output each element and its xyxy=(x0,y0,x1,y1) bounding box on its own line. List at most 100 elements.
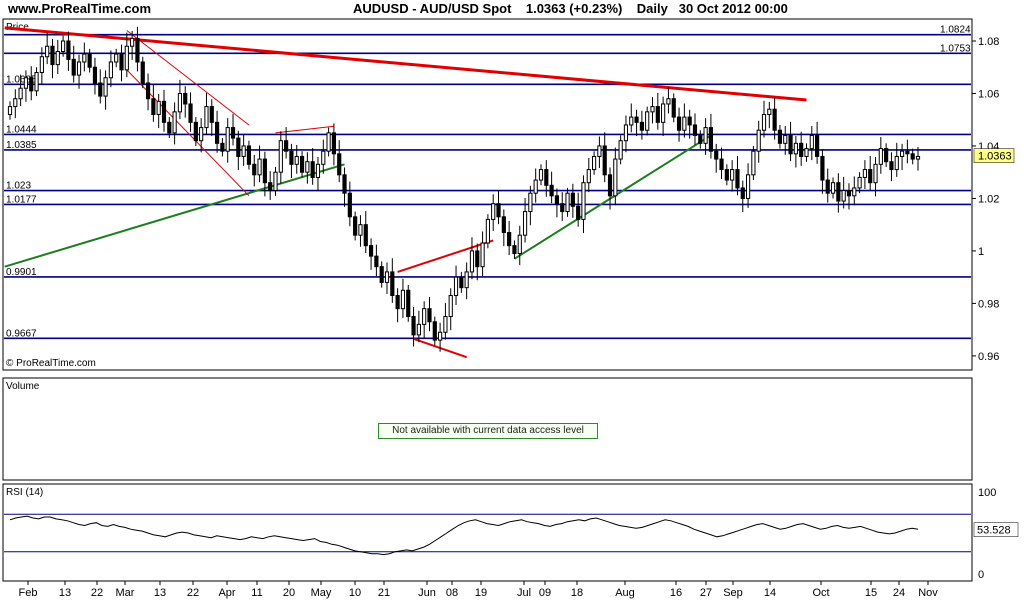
x-tick-label-0: Feb xyxy=(19,587,38,599)
candle xyxy=(825,168,830,203)
candle-body xyxy=(692,124,698,136)
candle-body xyxy=(480,242,485,268)
candle-body xyxy=(358,224,363,236)
x-tick-label-24: 15 xyxy=(865,587,877,599)
candle xyxy=(868,155,873,191)
candle xyxy=(873,156,878,197)
candle-body xyxy=(390,271,395,297)
candle xyxy=(342,167,347,207)
candle xyxy=(618,135,623,165)
candle xyxy=(846,183,852,210)
x-tick-label-9: May xyxy=(311,587,332,599)
candle xyxy=(592,151,597,175)
candle-body xyxy=(549,184,554,197)
candle-body xyxy=(310,161,315,178)
candle xyxy=(661,96,666,136)
candle-body xyxy=(687,116,692,126)
candle-body xyxy=(50,45,55,66)
candle xyxy=(475,243,480,281)
candle-body xyxy=(225,127,230,152)
candle xyxy=(570,183,575,218)
candle xyxy=(597,136,602,168)
candle-body xyxy=(645,111,650,131)
candle-body xyxy=(71,58,76,76)
volume-panel-frame xyxy=(2,377,973,481)
y-tick-label-6: 1.08 xyxy=(978,36,999,48)
candle xyxy=(103,70,108,110)
candle xyxy=(422,301,427,339)
x-tick-label-5: 22 xyxy=(187,587,199,599)
candle-body xyxy=(485,218,490,244)
volume-notice: Not available with current data access l… xyxy=(378,423,598,439)
candle xyxy=(491,194,496,231)
candle xyxy=(639,110,644,140)
candle xyxy=(225,118,230,163)
candle-body xyxy=(809,134,814,150)
x-tick-label-4: 13 xyxy=(154,587,166,599)
channel-upper xyxy=(126,30,250,126)
candle xyxy=(432,316,437,346)
candle-body xyxy=(45,45,50,58)
candle xyxy=(501,209,506,247)
candle xyxy=(730,160,735,192)
candle-body xyxy=(448,295,453,318)
candle xyxy=(857,172,862,194)
candle-body xyxy=(592,155,597,171)
rsi-panel-frame xyxy=(2,483,973,582)
candle-body xyxy=(868,169,873,184)
candle xyxy=(262,151,267,197)
candle xyxy=(485,214,490,249)
candle-body xyxy=(331,132,336,155)
x-tick-label-16: 09 xyxy=(539,587,551,599)
candle-body xyxy=(878,148,883,165)
candle-body xyxy=(597,145,602,157)
candle xyxy=(613,147,618,206)
level-label-3: 1.0444 xyxy=(6,124,37,135)
candle xyxy=(799,131,804,166)
date-x-axis: Feb 13 22 Mar 13 22 Apr 11 20 May 10 21 Jun 08 19 Jul 09… xyxy=(19,581,938,599)
candle xyxy=(740,180,745,213)
candle xyxy=(464,262,469,300)
candle-body xyxy=(751,150,756,176)
level-label-7: 0.9901 xyxy=(6,267,37,278)
candle-body xyxy=(347,192,352,218)
candle-body xyxy=(815,134,820,157)
candle-body xyxy=(475,250,480,268)
candle-body xyxy=(130,37,135,47)
candle xyxy=(576,192,581,227)
candle-body xyxy=(87,53,92,68)
candle xyxy=(76,54,82,89)
candle-body xyxy=(236,137,241,157)
candle xyxy=(469,237,475,280)
x-tick-label-20: 27 xyxy=(700,587,712,599)
site-url[interactable]: www.ProRealTime.com xyxy=(8,1,152,16)
candle xyxy=(698,130,703,149)
candle xyxy=(140,56,145,89)
candle xyxy=(124,32,129,78)
candle-body xyxy=(379,266,384,283)
candle-body xyxy=(395,295,400,310)
x-tick-label-15: Jul xyxy=(517,587,531,599)
candle xyxy=(177,79,183,120)
candle xyxy=(294,144,299,174)
candle xyxy=(236,130,241,171)
candle xyxy=(220,138,225,157)
candle-body xyxy=(241,145,246,157)
candle xyxy=(687,109,692,139)
candle-body xyxy=(788,134,793,155)
level-label-1: 1.0753 xyxy=(940,43,971,54)
candle xyxy=(496,190,501,225)
candle-body xyxy=(167,121,172,134)
candle-body xyxy=(639,121,644,131)
candle-body xyxy=(730,169,735,181)
candle xyxy=(586,158,591,193)
candle xyxy=(87,48,92,73)
x-tick-label-19: 16 xyxy=(670,587,682,599)
candle-body xyxy=(703,127,708,144)
y-tick-label-3: 1.02 xyxy=(978,193,999,205)
candle-body xyxy=(767,108,772,115)
candle xyxy=(878,137,883,174)
price-panel-frame xyxy=(2,18,973,371)
candle xyxy=(204,92,209,135)
